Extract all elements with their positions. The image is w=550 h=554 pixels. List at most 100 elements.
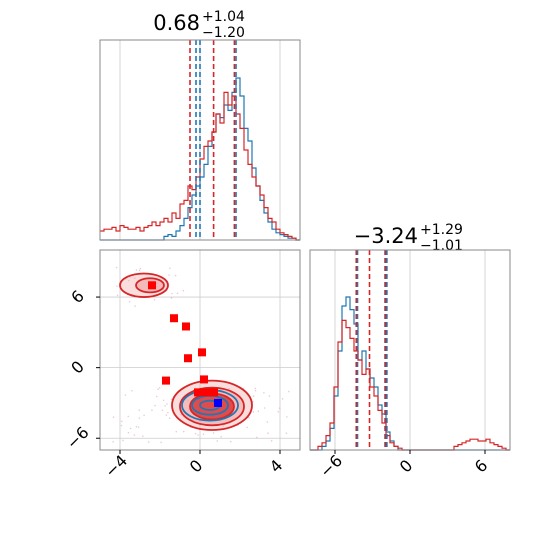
marker-red-6 [200,375,208,384]
tick-label-x-joint: 4 [266,456,287,477]
scatter-dot [170,398,173,401]
scatter-dot [270,439,273,442]
scatter-dot [153,298,156,301]
scatter-dot [266,421,269,423]
scatter-dot [138,417,141,419]
scatter-dot [134,277,136,279]
scatter-dot [194,432,197,435]
tick-label-x-p1: −6 [316,451,346,481]
scatter-dot [138,409,141,411]
scatter-dot [252,411,255,413]
title-p1-median: −3.24 [354,224,418,248]
scatter-dot [124,394,127,396]
scatter-dot [112,441,114,443]
scatter-dot [257,410,260,413]
scatter-dot [197,434,199,436]
scatter-dot [128,279,130,282]
scatter-dot [135,269,138,271]
scatter-dot [248,416,250,419]
marker-red-5 [162,376,170,385]
scatter-dot [121,420,123,423]
title-p1-minus: −1.01 [420,238,463,254]
title-p0-minus: −1.20 [202,25,245,41]
scatter-dot [131,389,133,392]
scatter-dot [137,426,140,428]
marginal-panel-p0 [99,39,301,241]
title-p0-plus: +1.04 [202,9,245,25]
scatter-dot [138,269,141,272]
scatter-dot [169,267,171,270]
scatter-dot [120,424,123,427]
title-p1: −3.24 [354,224,418,248]
scatter-dot [182,430,185,433]
scatter-dot [202,433,205,435]
title-p0-median: 0.68 [153,11,200,35]
scatter-dot [212,432,215,434]
scatter-dot [157,388,159,390]
scatter-dot [175,430,178,433]
scatter-dot [254,387,257,390]
scatter-dot [116,285,118,288]
marker-red-2 [182,322,190,331]
scatter-dot [168,274,170,276]
scatter-dot [246,426,248,429]
scatter-dot [162,399,165,402]
scatter-dot [168,417,171,420]
frame-p0 [99,39,301,241]
scatter-dot [135,425,138,428]
marker-red-1 [170,314,178,323]
hist-red-p1 [310,319,510,451]
scatter-dot [167,411,169,414]
scatter-dot [278,407,281,409]
scatter-dot [139,267,142,270]
scatter-dot [155,395,158,398]
scatter-dot [255,436,258,439]
scatter-dot [228,387,230,390]
scatter-dot [263,391,265,394]
marker-red-4 [198,348,206,357]
scatter-dot [285,432,288,435]
scatter-dot [268,395,271,397]
tick-label-x-p1: 0 [396,456,417,477]
scatter-dot [263,407,266,409]
scatter-dot [267,432,269,434]
tick-label-x-joint: 0 [186,456,207,477]
scatter-dot [254,389,257,392]
scatter-dot [154,404,156,407]
joint-panel: −4 0 4 −6 0 6 [63,249,301,481]
scatter-dot [122,439,124,442]
scatter-dot [252,395,255,397]
scatter-dot [128,300,131,303]
title-p1-plus: +1.29 [420,222,463,238]
marker-red-9 [210,388,218,397]
scatter-dot [166,403,168,405]
marker-red-0 [148,281,156,290]
tick-label-y-joint: 0 [67,357,88,378]
scatter-dot [151,409,153,411]
scatter-dot [220,436,222,438]
scatter-dot [142,435,144,437]
marginal-panel-p1: −6 0 6 [309,249,511,481]
scatter-dot [180,413,182,416]
tick-label-x-p1: 6 [471,456,492,477]
scatter-dot [170,297,173,299]
marker-red-3 [184,354,192,363]
scatter-dot [229,440,232,443]
scatter-dot [164,404,166,407]
scatter-dot [143,414,145,416]
scatter-dot [176,292,179,294]
scatter-dot [116,294,119,297]
scatter-dot [277,410,280,413]
scatter-dot [133,434,136,436]
scatter-dot [222,425,224,427]
scatter-dot [286,416,288,418]
marker-red-8 [202,388,210,397]
tick-label-y-joint: 6 [67,286,88,307]
scatter-dot [161,409,164,411]
title-p0: 0.68 [153,11,200,35]
scatter-dot [127,415,130,418]
tick-label-x-joint: −4 [101,451,131,481]
scatter-dot [216,440,219,442]
